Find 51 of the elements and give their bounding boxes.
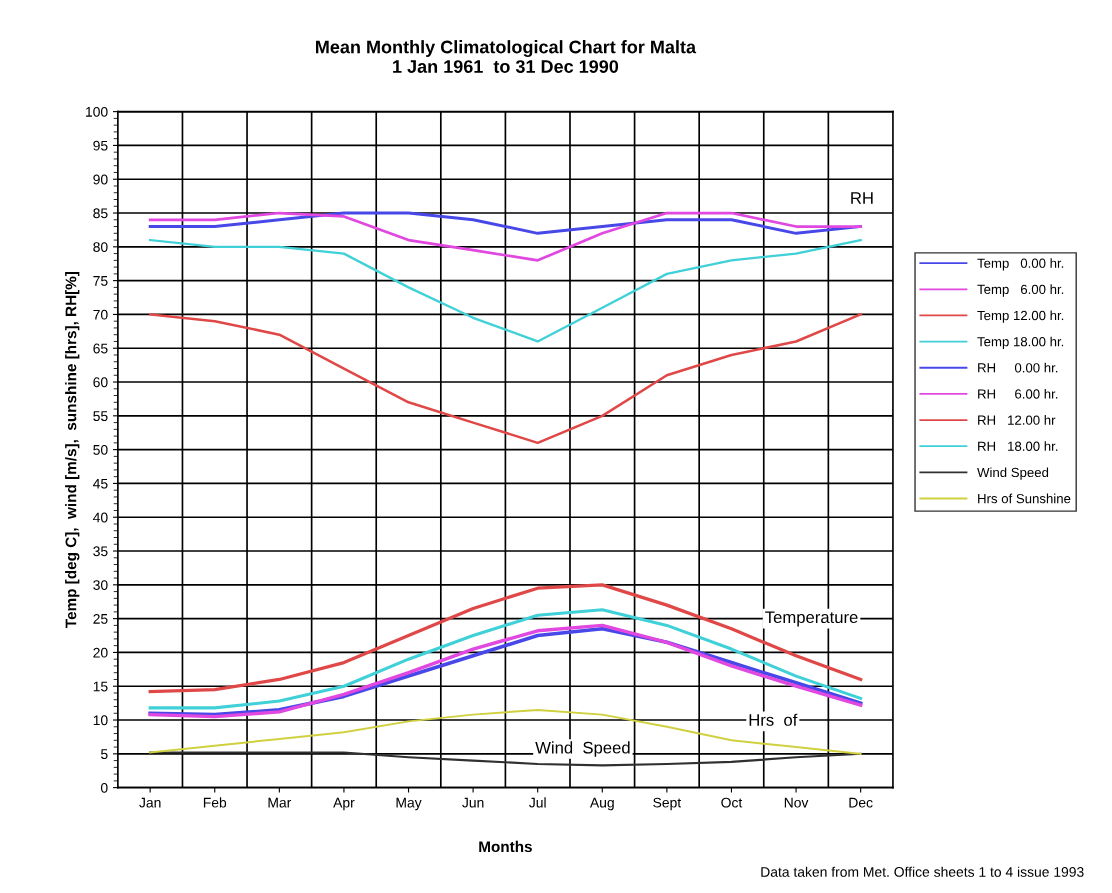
legend-label: RH 18.00 hr. [978, 441, 1058, 451]
annotation: RH [851, 192, 873, 204]
annotation: Wind Speed [535, 741, 630, 757]
y-tick-label: 0 [100, 782, 108, 793]
legend-label: RH 6.00 hr. [978, 388, 1058, 399]
legend-label: Temp 6.00 hr. [977, 284, 1064, 297]
x-tick-label: Oct [721, 797, 743, 808]
y-tick-label: 100 [86, 106, 108, 117]
x-tick-label: Feb [203, 797, 227, 808]
x-tick-label: Sept [653, 797, 682, 811]
y-tick-label: 20 [93, 647, 108, 658]
x-tick-label: Jun [462, 797, 484, 808]
y-tick-label: 85 [93, 208, 108, 219]
legend-label: RH 0.00 hr. [978, 362, 1058, 373]
y-axis-title: Temp [deg C], wind [m/s], sunshine [hrs], RH[%] [65, 271, 80, 628]
legend-label: Temp 0.00 hr. [977, 258, 1064, 271]
x-tick-label: Aug [589, 797, 614, 811]
legend-label: Temp 12.00 hr. [977, 310, 1064, 323]
y-tick-label: 90 [93, 174, 108, 185]
legend-label: Wind Speed [977, 467, 1049, 480]
annotation: Hrs of [749, 713, 798, 726]
x-tick-label: Jul [529, 797, 546, 808]
x-tick-label: Mar [268, 797, 292, 808]
y-tick-label: 75 [93, 276, 108, 286]
x-tick-label: Apr [333, 797, 355, 811]
annotation: Temperature [765, 611, 858, 627]
y-tick-label: 40 [93, 512, 108, 523]
legend-label: RH 12.00 hr [978, 415, 1056, 425]
x-tick-label: May [396, 797, 422, 811]
legend-label: Temp 18.00 hr. [977, 336, 1064, 349]
y-tick-label: 35 [93, 546, 108, 557]
x-axis-title: Months [479, 840, 532, 853]
chart-title: Mean Monthly Climatological Chart for Malta 1 Jan 1961 to 31 Dec 1990 [316, 40, 697, 73]
x-tick-label: Dec [849, 797, 873, 808]
x-tick-label: Jan [139, 797, 161, 808]
y-tick-label: 80 [93, 242, 108, 252]
y-tick-label: 95 [93, 140, 108, 151]
y-tick-label: 55 [93, 411, 108, 421]
y-tick-label: 60 [93, 377, 108, 388]
x-tick-label: Nov [784, 797, 809, 808]
y-tick-label: 50 [93, 444, 108, 455]
y-tick-label: 5 [100, 749, 108, 759]
y-tick-label: 65 [93, 343, 108, 354]
y-tick-label: 25 [93, 613, 108, 624]
y-tick-label: 70 [93, 309, 108, 320]
y-tick-label: 45 [93, 478, 108, 489]
y-tick-label: 30 [93, 580, 108, 590]
y-tick-label: 10 [93, 715, 108, 726]
y-tick-label: 15 [93, 681, 108, 692]
text: Data taken from Met. Office sheets 1 to 4 issue 1993 [761, 866, 1084, 877]
legend-label: Hrs of Sunshine [978, 493, 1071, 504]
